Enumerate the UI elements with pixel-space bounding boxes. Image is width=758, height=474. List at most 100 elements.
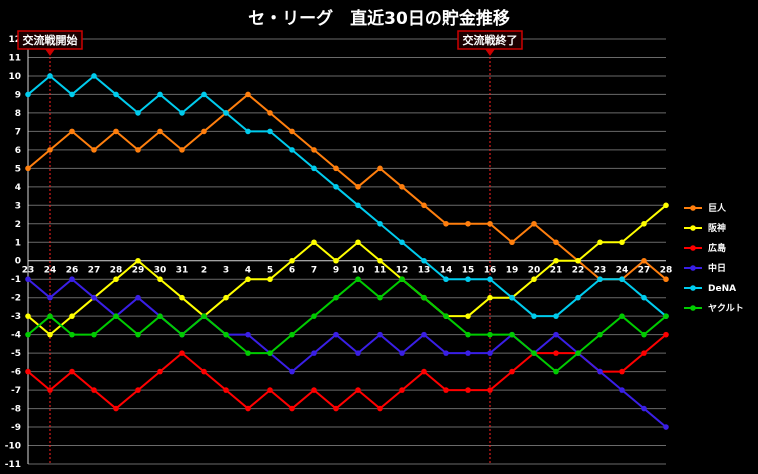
y-tick-label: -3 [11, 312, 21, 322]
x-tick-label: 12 [396, 266, 409, 276]
data-point [509, 368, 515, 375]
x-tick-label: 26 [66, 266, 79, 276]
data-point [69, 276, 75, 283]
legend-swatch-marker [690, 245, 696, 251]
data-point [245, 276, 251, 283]
data-point [179, 147, 185, 153]
data-point [69, 368, 75, 375]
series-line-3 [27, 278, 667, 428]
y-tick-label: -7 [11, 386, 21, 396]
data-point [575, 257, 581, 264]
legend-swatch-marker [690, 305, 696, 311]
data-point [179, 331, 185, 338]
data-point [597, 368, 603, 375]
data-point [47, 387, 53, 393]
data-point [443, 350, 449, 356]
data-point [267, 350, 273, 356]
data-point [201, 128, 207, 135]
data-point [223, 294, 229, 301]
data-point [333, 294, 339, 301]
data-point [157, 368, 163, 375]
data-point [245, 350, 251, 356]
data-point [663, 424, 669, 430]
legend-label: 巨人 [708, 202, 727, 214]
y-tick-label: -5 [11, 349, 21, 359]
data-point [179, 294, 185, 301]
data-point [421, 294, 427, 301]
data-point [619, 368, 625, 375]
data-point [575, 350, 581, 356]
x-tick-label: 11 [374, 266, 387, 276]
data-point [553, 257, 559, 264]
data-point [597, 239, 603, 246]
data-point [333, 331, 339, 338]
y-tick-label: -4 [11, 331, 21, 341]
data-point [377, 165, 383, 172]
data-point [487, 220, 493, 227]
data-point [575, 294, 581, 301]
data-point [113, 128, 119, 135]
data-point [487, 350, 493, 356]
data-point [531, 276, 537, 283]
x-tick-label: 3 [223, 266, 229, 276]
data-point [399, 350, 405, 356]
y-tick-label: 2 [15, 220, 21, 230]
series-group [25, 73, 669, 430]
data-point [91, 387, 97, 393]
y-tick-label: 6 [15, 146, 21, 156]
data-point [223, 387, 229, 393]
x-tick-label: 22 [572, 266, 585, 276]
data-point [91, 331, 97, 338]
y-tick-label: 8 [15, 109, 21, 119]
legend-label: 中日 [708, 262, 726, 274]
data-point [311, 350, 317, 356]
data-point [289, 257, 295, 264]
data-point [377, 331, 383, 338]
data-point [25, 91, 31, 98]
x-tick-label: 23 [594, 266, 607, 276]
data-point [47, 294, 53, 301]
data-point [531, 350, 537, 356]
y-tick-label: -9 [11, 423, 21, 433]
data-point [245, 91, 251, 98]
data-point [465, 331, 471, 338]
data-point [487, 294, 493, 301]
data-point [157, 313, 163, 319]
data-point [267, 128, 273, 135]
data-point [465, 220, 471, 227]
data-point [267, 387, 273, 393]
data-point [421, 331, 427, 338]
data-point [443, 387, 449, 393]
data-point [135, 331, 141, 338]
y-tick-label: 1 [15, 238, 21, 248]
x-tick-label: 4 [245, 266, 251, 276]
data-point [421, 202, 427, 209]
data-point [91, 294, 97, 301]
data-point [157, 276, 163, 283]
data-point [641, 405, 647, 412]
data-point [355, 276, 361, 283]
y-tick-label: 7 [15, 127, 21, 137]
data-point [399, 276, 405, 283]
x-tick-label: 13 [418, 266, 431, 276]
x-tick-label: 6 [289, 266, 295, 276]
y-tick-label: -6 [11, 368, 21, 378]
y-tick-label: 9 [15, 90, 21, 100]
series-line-4 [27, 74, 667, 318]
data-point [157, 91, 163, 98]
data-point [377, 294, 383, 301]
x-tick-label: 5 [267, 266, 273, 276]
x-tick-label: 9 [333, 266, 339, 276]
x-tick-label: 7 [311, 266, 317, 276]
data-point [597, 331, 603, 338]
data-point [465, 387, 471, 393]
data-point [69, 91, 75, 98]
data-point [465, 276, 471, 283]
data-point [619, 239, 625, 246]
x-tick-label: 2 [201, 266, 207, 276]
x-tick-label: 15 [462, 266, 475, 276]
x-tick-label: 30 [154, 266, 167, 276]
data-point [223, 331, 229, 338]
